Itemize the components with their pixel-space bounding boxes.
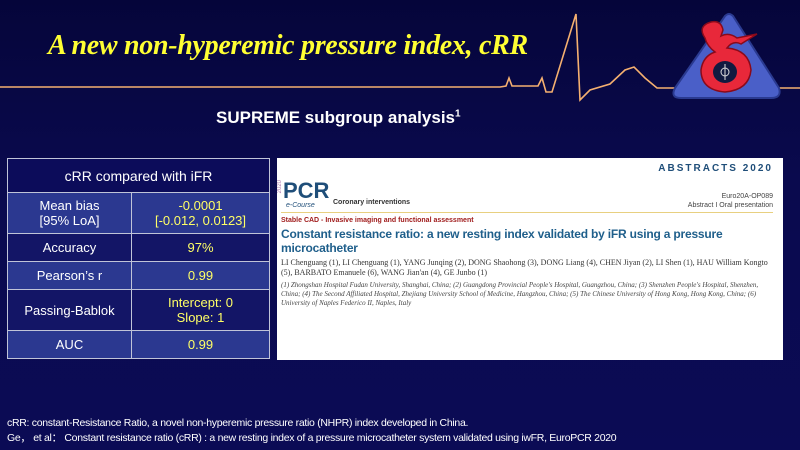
abstract-image: ABSTRACTS 2020 2020 PCR e-Course Coronar… bbox=[277, 158, 783, 360]
ecg-line-graphic bbox=[0, 13, 800, 102]
society-logo bbox=[672, 13, 781, 99]
divider bbox=[281, 212, 773, 213]
row-label: Accuracy bbox=[7, 233, 132, 262]
row-value: -0.0001 [-0.012, 0.0123] bbox=[131, 192, 270, 234]
table-row: Passing-Bablok Intercept: 0 Slope: 1 bbox=[7, 289, 270, 331]
abstract-authors: LI Chenguang (1), LI Chenguang (1), YANG… bbox=[281, 258, 768, 277]
abstract-section: Coronary interventions bbox=[333, 199, 411, 206]
abstract-code: Euro20A-OP089 Abstract I Oral presentatio… bbox=[687, 193, 773, 209]
table-row: Accuracy 97% bbox=[7, 233, 270, 262]
subtitle-text: SUPREME subgroup analysis bbox=[216, 108, 455, 127]
abstract-banner: ABSTRACTS 2020 bbox=[658, 163, 773, 174]
row-label: Pearson’s r bbox=[7, 261, 132, 290]
abstract-category: Stable CAD - Invasive imaging and functi… bbox=[281, 217, 474, 224]
abstract-affiliations: (1) Zhongshan Hospital Fudan University,… bbox=[281, 281, 759, 307]
row-value: 0.99 bbox=[131, 330, 270, 359]
pcr-logo: PCR bbox=[283, 178, 330, 203]
table-header: cRR compared with iFR bbox=[7, 158, 270, 193]
abstract-title: Constant resistance ratio: a new resting… bbox=[281, 227, 723, 255]
table-row: Pearson’s r 0.99 bbox=[7, 261, 270, 290]
abstract-body: Stable CAD - Invasive imaging and functi… bbox=[281, 216, 775, 308]
table-row: Mean bias [95% LoA] -0.0001 [-0.012, 0.012… bbox=[7, 192, 270, 234]
row-label: AUC bbox=[7, 330, 132, 359]
footnote-ref: 1 bbox=[455, 108, 461, 120]
table-row: AUC 0.99 bbox=[7, 330, 270, 359]
slide-subtitle: SUPREME subgroup analysis1 bbox=[216, 108, 461, 128]
row-value: 0.99 bbox=[131, 261, 270, 290]
pcr-logo-sub: e-Course bbox=[286, 202, 315, 209]
row-label: Passing-Bablok bbox=[7, 289, 132, 331]
footnote-reference: Ge， et al： Constant resistance ratio (cR… bbox=[7, 432, 617, 444]
comparison-table: cRR compared with iFR Mean bias [95% LoA]… bbox=[7, 158, 270, 359]
row-value: 97% bbox=[131, 233, 270, 262]
row-value: Intercept: 0 Slope: 1 bbox=[131, 289, 270, 331]
footnote-definition: cRR: constant-Resistance Ratio, a novel … bbox=[7, 417, 469, 429]
row-label: Mean bias [95% LoA] bbox=[7, 192, 132, 234]
slide-title: A new non-hyperemic pressure index, cRR bbox=[48, 30, 528, 61]
